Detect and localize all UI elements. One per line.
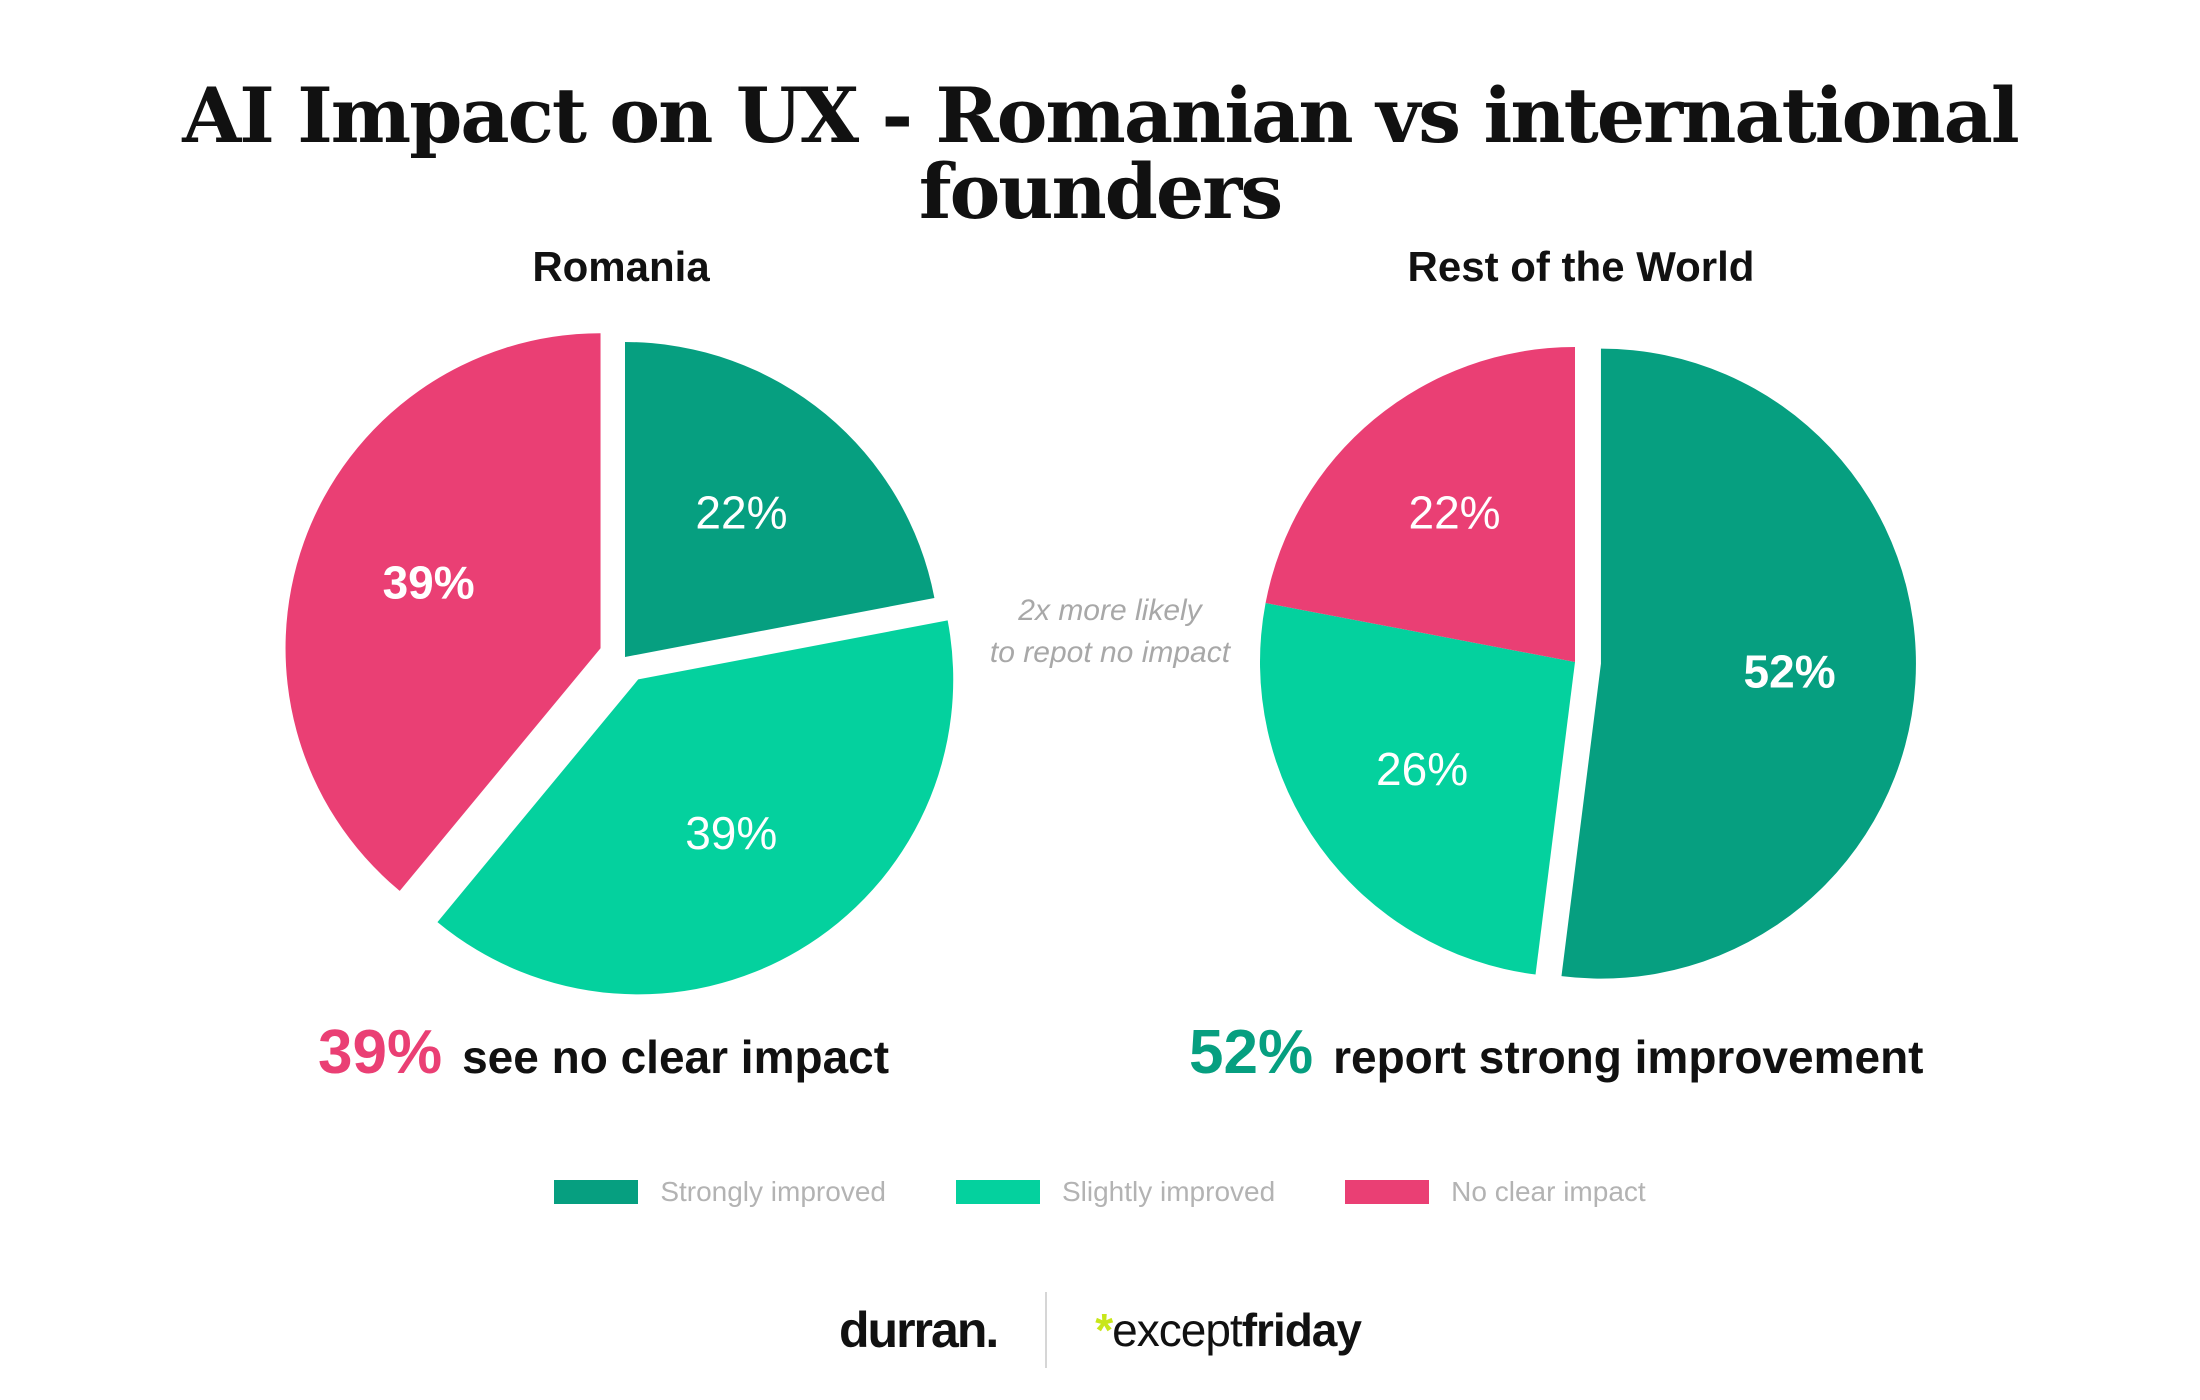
romania-pie-chart: 22% 39% 39% (285, 333, 954, 995)
footer-brands: durran. *exceptfriday (0, 1292, 2200, 1368)
durran-logo: durran. (839, 1302, 999, 1358)
legend-swatch-slightly-improved (955, 1180, 1040, 1204)
rest-of-world-label-slightly: 26% (1376, 743, 1468, 795)
legend-item-slightly-improved: Slightly improved (955, 1176, 1276, 1208)
exceptfriday-part-except: except (1112, 1304, 1243, 1356)
romania-label-strongly: 22% (695, 486, 787, 538)
exceptfriday-star: * (1095, 1304, 1113, 1356)
romania-callout-percent: 39% (318, 1018, 443, 1087)
legend-label-no-clear-impact: No clear impact (1451, 1176, 1646, 1207)
rest-of-world-callout-text: report strong improvement (1333, 1031, 1924, 1083)
comparison-note-line-1: 2x more likely (1018, 594, 1202, 627)
rest-of-world-slice-strongly (1561, 348, 1916, 979)
rest-of-world-pie-chart: 52% 26% 22% (1259, 347, 1916, 979)
footer-divider (1045, 1292, 1048, 1368)
rest-of-world-callout-percent: 52% (1189, 1018, 1314, 1087)
comparison-note: 2x more likely to repot no impact (960, 590, 1260, 674)
legend-item-strongly-improved: Strongly improved (554, 1176, 886, 1208)
legend: Strongly improved Slightly improved No c… (0, 1176, 2200, 1208)
romania-slice-strongly (625, 342, 935, 657)
rest-of-world-chart-title: Rest of the World (1407, 243, 1755, 290)
rest-of-world-callout: 52% report strong improvement (1189, 1022, 1924, 1084)
romania-chart-title: Romania (532, 243, 710, 290)
exceptfriday-part-friday: friday (1241, 1304, 1362, 1356)
legend-swatch-no-clear-impact (1345, 1180, 1430, 1204)
legend-label-strongly-improved: Strongly improved (660, 1176, 886, 1207)
romania-label-no-clear-impact: 39% (383, 556, 475, 608)
comparison-note-line-2: to repot no impact (989, 636, 1231, 669)
legend-item-no-clear-impact: No clear impact (1345, 1176, 1646, 1208)
legend-swatch-strongly-improved (554, 1180, 639, 1204)
romania-slice-slightly (437, 620, 954, 995)
rest-of-world-label-strongly: 52% (1744, 646, 1836, 698)
romania-slice-no-clear-impact (285, 333, 601, 891)
rest-of-world-label-no-clear-impact: 22% (1408, 487, 1500, 539)
romania-label-slightly: 39% (685, 807, 777, 859)
rest-of-world-slice-slightly (1259, 602, 1575, 975)
romania-callout: 39% see no clear impact (318, 1022, 889, 1084)
legend-label-slightly-improved: Slightly improved (1061, 1176, 1276, 1207)
exceptfriday-logo: *exceptfriday (1095, 1303, 1362, 1357)
page-title: AI Impact on UX - Romanian vs internatio… (182, 71, 2019, 236)
rest-of-world-slice-no-clear-impact (1265, 347, 1575, 662)
romania-callout-text: see no clear impact (462, 1031, 890, 1083)
